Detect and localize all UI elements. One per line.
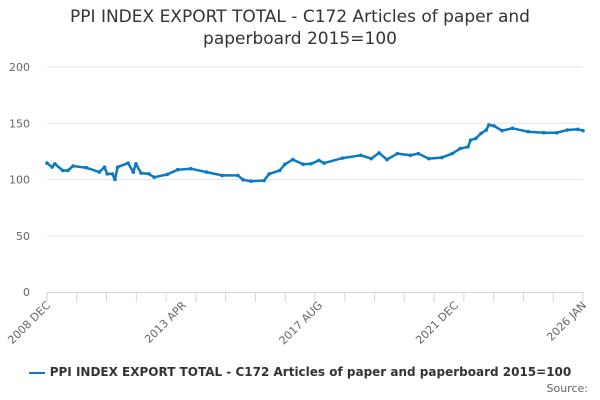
x-axis: 2008 DEC 2013 APR 2017 AUG 2021 DEC 2026 JAN [5,292,589,347]
data-point [581,128,585,133]
series-layer [45,123,585,183]
data-point [204,170,209,174]
legend-swatch [28,371,45,374]
data-point [189,166,193,171]
data-point [53,161,57,166]
source-label: Source: [546,382,589,395]
data-point [165,172,170,177]
data-point [175,167,180,172]
chart-title: PPI INDEX EXPORT TOTAL - C172 Articles o… [0,6,600,50]
y-tick-label: 0 [23,286,30,299]
data-point [458,146,462,151]
data-point [241,178,245,182]
data-point [487,123,491,127]
x-tick-label: 2017 AUG [277,299,326,348]
data-point [277,168,282,173]
data-point [450,151,455,156]
data-point [426,156,431,161]
data-point [358,153,363,158]
data-point [290,157,295,162]
x-tick-label: 2008 DEC [5,299,53,347]
data-point [115,165,120,169]
y-axis-ticks: 0 50 100 150 200 [9,61,30,299]
data-point [134,161,138,166]
data-point [113,177,117,182]
data-point [408,153,413,158]
y-tick-label: 150 [9,117,30,130]
data-point [322,161,326,165]
data-point [416,151,421,156]
y-tick-label: 200 [9,61,30,74]
data-point [301,162,306,167]
data-point [262,178,266,183]
data-point [541,130,546,135]
data-point [484,128,489,132]
legend-label: PPI INDEX EXPORT TOTAL - C172 Articles o… [49,365,572,379]
data-point [500,128,504,133]
data-point [139,171,143,175]
x-tick-label: 2013 APR [142,299,189,346]
data-point [97,170,102,174]
data-point [249,179,253,183]
data-point [479,131,483,136]
data-point [66,168,70,173]
data-point [71,164,75,168]
data-point [60,168,65,173]
data-point [340,156,345,160]
data-point [555,130,559,135]
data-point [110,172,115,176]
data-point [309,161,313,166]
data-point [385,157,389,162]
data-point [526,129,530,134]
chart-title-line-1: PPI INDEX EXPORT TOTAL - C172 Articles o… [70,7,530,27]
data-point [50,165,55,169]
series-line [46,123,584,183]
data-point [369,156,374,161]
data-point [395,151,400,156]
x-tick-label: 2026 JAN [544,299,589,344]
legend[interactable]: PPI INDEX EXPORT TOTAL - C172 Articles o… [0,365,600,379]
y-tick-label: 50 [16,230,30,243]
data-point [377,151,381,155]
data-point [45,161,49,165]
chart-title-line-2: paperboard 2015=100 [203,29,397,49]
gridlines [47,66,583,237]
data-point [267,172,272,176]
data-point [565,128,570,132]
data-point [147,172,151,176]
data-point [575,127,580,132]
data-point [105,172,109,176]
data-point [440,155,444,160]
y-tick-label: 100 [9,174,30,187]
data-point [317,158,321,163]
x-tick-label: 2021 DEC [413,299,461,347]
data-point [466,145,470,149]
data-point [510,126,515,131]
data-point [283,162,287,167]
data-point [152,175,156,180]
data-point [474,136,478,141]
data-point [84,165,89,170]
data-point [468,138,473,142]
data-point [131,170,136,174]
data-point [492,124,496,128]
data-point [220,173,224,178]
data-point [126,161,130,165]
data-point [236,173,240,178]
data-point [102,165,107,169]
